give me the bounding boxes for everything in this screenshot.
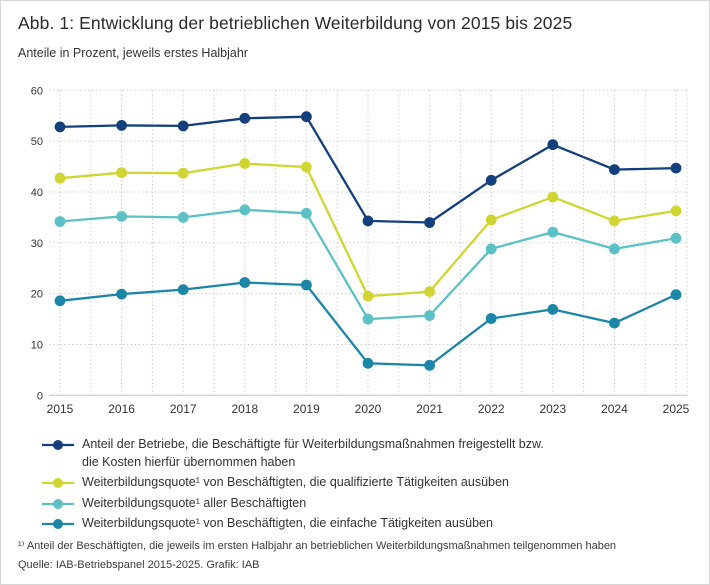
data-point-marker (177, 167, 189, 179)
figure-subtitle: Anteile in Prozent, jeweils erstes Halbj… (18, 46, 248, 60)
data-point-marker (177, 212, 189, 223)
data-point-marker (239, 277, 251, 288)
data-series-line (58, 162, 678, 298)
legend-item: Weiterbildungsquote¹ aller Beschäftigten (42, 495, 687, 513)
y-axis-tick-label: 40 (31, 187, 43, 199)
chart-footnote: ¹⁾ Anteil der Beschäftigten, die jeweils… (18, 537, 698, 575)
x-axis-tick-label: 2020 (355, 402, 382, 416)
data-point-marker (239, 204, 251, 216)
data-point-marker (609, 215, 620, 227)
data-point-marker (301, 111, 312, 123)
data-point-marker (301, 207, 312, 219)
data-series-line (58, 115, 678, 224)
x-axis-tick-label: 2017 (170, 402, 197, 416)
y-axis-tick-label: 10 (31, 339, 43, 351)
data-point-marker (609, 243, 620, 255)
legend-item: Anteil der Betriebe, die Beschäftigte fü… (42, 436, 687, 471)
source-text: Quelle: IAB-Betriebspanel 2015-2025. Gra… (18, 559, 260, 571)
data-point-marker (54, 295, 66, 307)
data-point-marker (609, 164, 620, 175)
data-point-marker (547, 191, 559, 203)
data-point-marker (362, 313, 374, 325)
y-axis-tick-label: 0 (37, 390, 43, 402)
chart-legend: Anteil der Betriebe, die Beschäftigte fü… (42, 436, 687, 536)
data-point-marker (54, 216, 66, 227)
data-point-marker (362, 215, 374, 227)
data-point-marker (609, 317, 620, 329)
data-point-marker (177, 284, 189, 295)
data-point-marker (424, 286, 435, 297)
data-point-marker (485, 243, 497, 255)
y-axis-tick-label: 20 (31, 289, 43, 301)
data-point-marker (424, 310, 435, 321)
legend-label: Weiterbildungsquote¹ von Beschäftigten, … (82, 475, 509, 490)
y-axis-tick-label: 30 (31, 238, 43, 250)
x-axis-tick-label: 2024 (601, 402, 628, 416)
data-point-marker (670, 205, 682, 217)
legend-label: Weiterbildungsquote¹ aller Beschäftigten (82, 495, 307, 510)
legend-label: Weiterbildungsquote¹ von Beschäftigten, … (82, 516, 493, 531)
x-axis-tick-label: 2021 (416, 402, 443, 416)
data-point-marker (301, 279, 312, 291)
data-point-marker (547, 226, 559, 238)
data-point-marker (485, 214, 497, 226)
figure-title: Abb. 1: Entwicklung der betrieblichen We… (18, 13, 573, 33)
legend-marker-icon (42, 519, 74, 530)
data-point-marker (116, 211, 127, 222)
x-axis-tick-label: 2015 (47, 402, 74, 416)
data-point-marker (116, 288, 127, 300)
data-point-marker (239, 158, 251, 169)
data-point-marker (547, 139, 559, 151)
data-point-marker (547, 304, 559, 315)
data-point-marker (485, 174, 497, 186)
x-axis-tick-label: 2022 (478, 402, 505, 416)
y-axis-tick-label: 60 (31, 85, 43, 97)
x-axis-tick-label: 2018 (231, 402, 258, 416)
legend-marker-icon (42, 498, 74, 509)
footnote-text: ¹⁾ Anteil der Beschäftigten, die jeweils… (18, 540, 617, 552)
x-axis-tick-label: 2016 (108, 402, 135, 416)
data-point-marker (424, 359, 435, 371)
data-point-marker (362, 290, 374, 302)
legend-item: Weiterbildungsquote¹ von Beschäftigten, … (42, 474, 687, 492)
x-axis-tick-label: 2023 (539, 402, 566, 416)
data-point-marker (362, 357, 374, 369)
data-point-marker (116, 167, 127, 179)
legend-label: Anteil der Betriebe, die Beschäftigte fü… (82, 437, 544, 469)
x-axis-tick-label: 2025 (663, 402, 690, 416)
data-point-marker (116, 120, 127, 131)
data-point-marker (54, 121, 66, 133)
x-axis-tick-label: 2019 (293, 402, 320, 416)
data-point-marker (54, 172, 66, 184)
line-chart: 0 10 20 30 40 50 60 2015 2016 2017 2018 2019 2020 202… (31, 85, 690, 416)
data-point-marker (670, 289, 682, 301)
legend-item: Weiterbildungsquote¹ von Beschäftigten, … (42, 515, 687, 533)
y-axis-tick-label: 50 (31, 136, 43, 148)
data-point-marker (239, 112, 251, 124)
data-point-marker (301, 161, 312, 173)
data-point-marker (485, 313, 497, 324)
data-point-marker (177, 120, 189, 132)
legend-marker-icon (42, 440, 74, 450)
data-point-marker (424, 217, 435, 228)
legend-marker-icon (42, 478, 74, 489)
data-point-marker (670, 232, 682, 244)
data-point-marker (670, 162, 682, 174)
